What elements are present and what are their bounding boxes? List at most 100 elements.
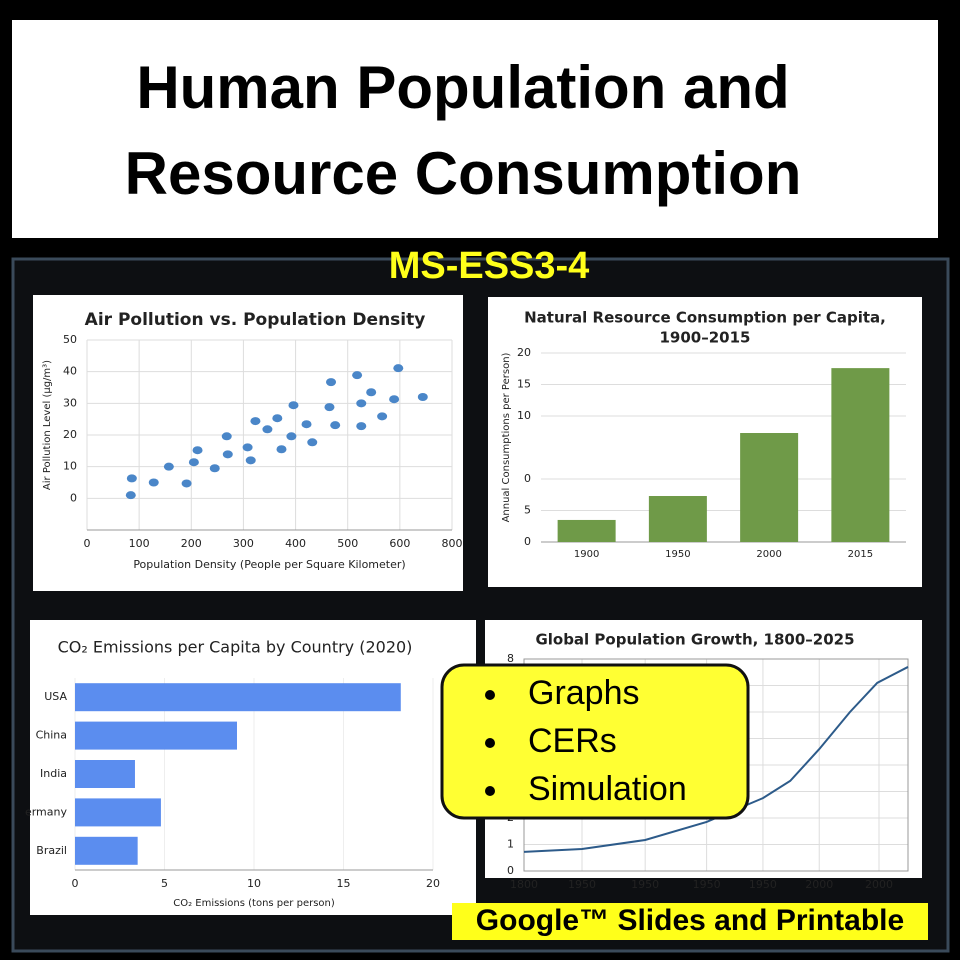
title-line: Resource Consumption xyxy=(125,140,802,207)
point xyxy=(366,388,377,397)
point xyxy=(326,378,337,387)
x-tick-label: 1950 xyxy=(749,878,777,891)
x-tick-label: 300 xyxy=(233,537,254,550)
chart-title: Global Population Growth, 1800–2025 xyxy=(535,631,854,649)
y-tick-label: 10 xyxy=(63,460,77,473)
point xyxy=(389,395,400,404)
x-tick-label: 1900 xyxy=(574,549,599,560)
point xyxy=(272,414,283,423)
point xyxy=(192,446,203,455)
point xyxy=(356,399,367,408)
point xyxy=(393,364,404,373)
point xyxy=(301,420,312,429)
x-tick-label: 1950 xyxy=(665,549,690,560)
x-tick-label: 500 xyxy=(337,537,358,550)
chart-title: 1900–2015 xyxy=(660,329,751,347)
x-tick-label: 200 xyxy=(181,537,202,550)
bar xyxy=(75,721,237,750)
x-tick-label: 400 xyxy=(285,537,306,550)
footer-text: Google™ Slides and Printable xyxy=(476,904,904,937)
chart-panel: CO₂ Emissions per Capita by Country (202… xyxy=(25,620,476,915)
y-tick-label: 15 xyxy=(517,378,531,391)
y-tick-label: 10 xyxy=(517,409,531,422)
bullet-text: Simulation xyxy=(528,770,687,808)
point xyxy=(307,438,318,447)
x-tick-label: 2015 xyxy=(848,549,873,560)
y-tick-label: 40 xyxy=(63,365,77,378)
point xyxy=(181,479,192,488)
x-axis-label: CO₂ Emissions (tons per person) xyxy=(173,898,335,909)
chart-panel: Natural Resource Consumption per Capita,… xyxy=(488,297,922,587)
point xyxy=(222,450,233,459)
bar xyxy=(831,368,890,542)
x-tick-label: 0 xyxy=(84,537,91,550)
bullet-text: CERs xyxy=(528,722,617,760)
x-tick-label: 1800 xyxy=(510,878,538,891)
bullet-dot xyxy=(485,738,495,748)
y-tick-label: 0 xyxy=(70,491,77,504)
bar xyxy=(740,433,799,542)
point xyxy=(288,401,299,410)
y-tick-label: 30 xyxy=(63,396,77,409)
standard-code: MS-ESS3-4 xyxy=(389,245,590,287)
bar xyxy=(75,798,161,827)
y-tick-label: China xyxy=(36,729,67,742)
point xyxy=(352,371,363,380)
point xyxy=(417,393,428,401)
header-box xyxy=(12,20,938,238)
bar xyxy=(75,683,401,712)
bar xyxy=(648,496,707,542)
y-tick-label: India xyxy=(40,767,67,780)
bullet-text: Graphs xyxy=(528,674,640,712)
x-tick-label: 15 xyxy=(337,877,351,890)
point xyxy=(188,458,199,467)
bar xyxy=(75,760,135,788)
title-line: Human Population and xyxy=(136,54,789,121)
point xyxy=(262,425,273,434)
x-tick-label: 2000 xyxy=(865,878,893,891)
y-tick-label: ermany xyxy=(25,805,68,818)
chart-title: CO₂ Emissions per Capita by Country (202… xyxy=(58,638,413,657)
point xyxy=(148,478,159,487)
bullet-dot xyxy=(485,786,495,796)
y-axis-label: Air Pollution Level (µg/m³) xyxy=(42,360,53,490)
y-tick-label: 0 xyxy=(524,472,531,485)
y-tick-label: 0 xyxy=(507,864,514,877)
y-tick-label: Brazil xyxy=(36,844,67,857)
x-tick-label: 20 xyxy=(426,877,440,890)
x-axis-label: Population Density (People per Square Ki… xyxy=(133,558,405,571)
y-tick-label: 8 xyxy=(507,652,514,665)
x-tick-label: 5 xyxy=(161,877,168,890)
chart-panel: Air Pollution vs. Population Density 0 10 2… xyxy=(33,295,463,591)
point xyxy=(324,403,335,412)
point xyxy=(125,491,136,500)
bar xyxy=(557,519,616,542)
point xyxy=(286,432,297,441)
x-tick-label: 2000 xyxy=(756,549,781,560)
x-tick-label: 800 xyxy=(442,537,463,550)
point xyxy=(242,443,253,452)
y-tick-label: USA xyxy=(44,690,67,703)
y-tick-label: 20 xyxy=(517,346,531,359)
point xyxy=(377,412,388,421)
y-tick-label: 0 xyxy=(524,535,531,548)
bullet-dot xyxy=(485,690,495,700)
x-tick-label: 1950 xyxy=(568,878,596,891)
point xyxy=(126,474,137,483)
y-axis-label: Annual Consumptions per Person) xyxy=(501,352,512,522)
features-box: Graphs CERs Simulation xyxy=(440,663,750,820)
point xyxy=(163,462,174,471)
chart-title: Natural Resource Consumption per Capita, xyxy=(524,309,886,327)
point xyxy=(221,432,232,441)
point xyxy=(330,421,341,430)
bar xyxy=(75,836,138,865)
point xyxy=(250,417,261,426)
x-tick-label: 10 xyxy=(247,877,261,890)
x-tick-label: 1950 xyxy=(631,878,659,891)
y-tick-label: 5 xyxy=(524,504,531,517)
y-tick-label: 20 xyxy=(63,428,77,441)
x-tick-label: 100 xyxy=(129,537,150,550)
footer-bg xyxy=(452,903,928,940)
line xyxy=(523,666,909,853)
